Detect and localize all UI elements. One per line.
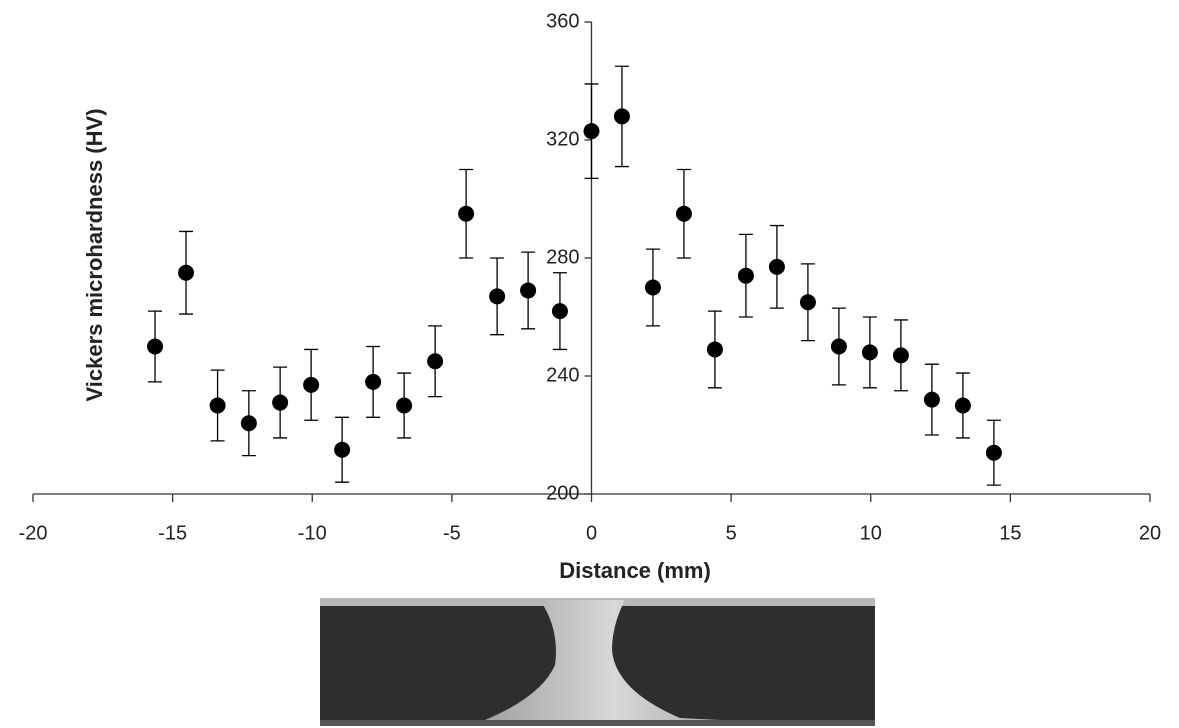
x-tick-label: 5 (726, 522, 737, 544)
point (892, 347, 909, 364)
point (209, 397, 226, 414)
point (303, 376, 320, 393)
x-tick-label: 20 (1139, 522, 1161, 544)
point (583, 123, 600, 140)
x-axis-label: Distance (mm) (559, 558, 711, 583)
point (706, 341, 723, 358)
y-tick-label: 360 (546, 10, 579, 32)
point (147, 338, 164, 355)
point (799, 294, 816, 311)
point (644, 279, 661, 296)
y-axis-label: Vickers microhardness (HV) (82, 108, 107, 401)
point (458, 205, 475, 222)
x-tick-label: -10 (298, 522, 327, 544)
point (396, 397, 413, 414)
point (427, 353, 444, 370)
x-tick-label: -15 (158, 522, 187, 544)
point (830, 338, 847, 355)
point (985, 444, 1002, 461)
point (923, 391, 940, 408)
x-tick-label: -20 (19, 522, 48, 544)
x-tick-label: 10 (860, 522, 882, 544)
point (551, 303, 568, 320)
weld-photo (320, 598, 875, 726)
y-tick-label: 320 (546, 128, 579, 150)
point (240, 415, 257, 432)
x-tick-label: -5 (443, 522, 461, 544)
point (737, 267, 754, 284)
point (954, 397, 971, 414)
point (178, 264, 195, 281)
y-tick-label: 200 (546, 482, 579, 504)
point (675, 205, 692, 222)
point (520, 282, 537, 299)
y-tick-label: 280 (546, 246, 579, 268)
x-tick-label: 0 (586, 522, 597, 544)
point (334, 441, 351, 458)
point (272, 394, 289, 411)
point (861, 344, 878, 361)
y-tick-label: 240 (546, 364, 579, 386)
point (489, 288, 506, 305)
point (613, 108, 630, 125)
point (768, 258, 785, 275)
x-tick-label: 15 (999, 522, 1021, 544)
point (365, 373, 382, 390)
